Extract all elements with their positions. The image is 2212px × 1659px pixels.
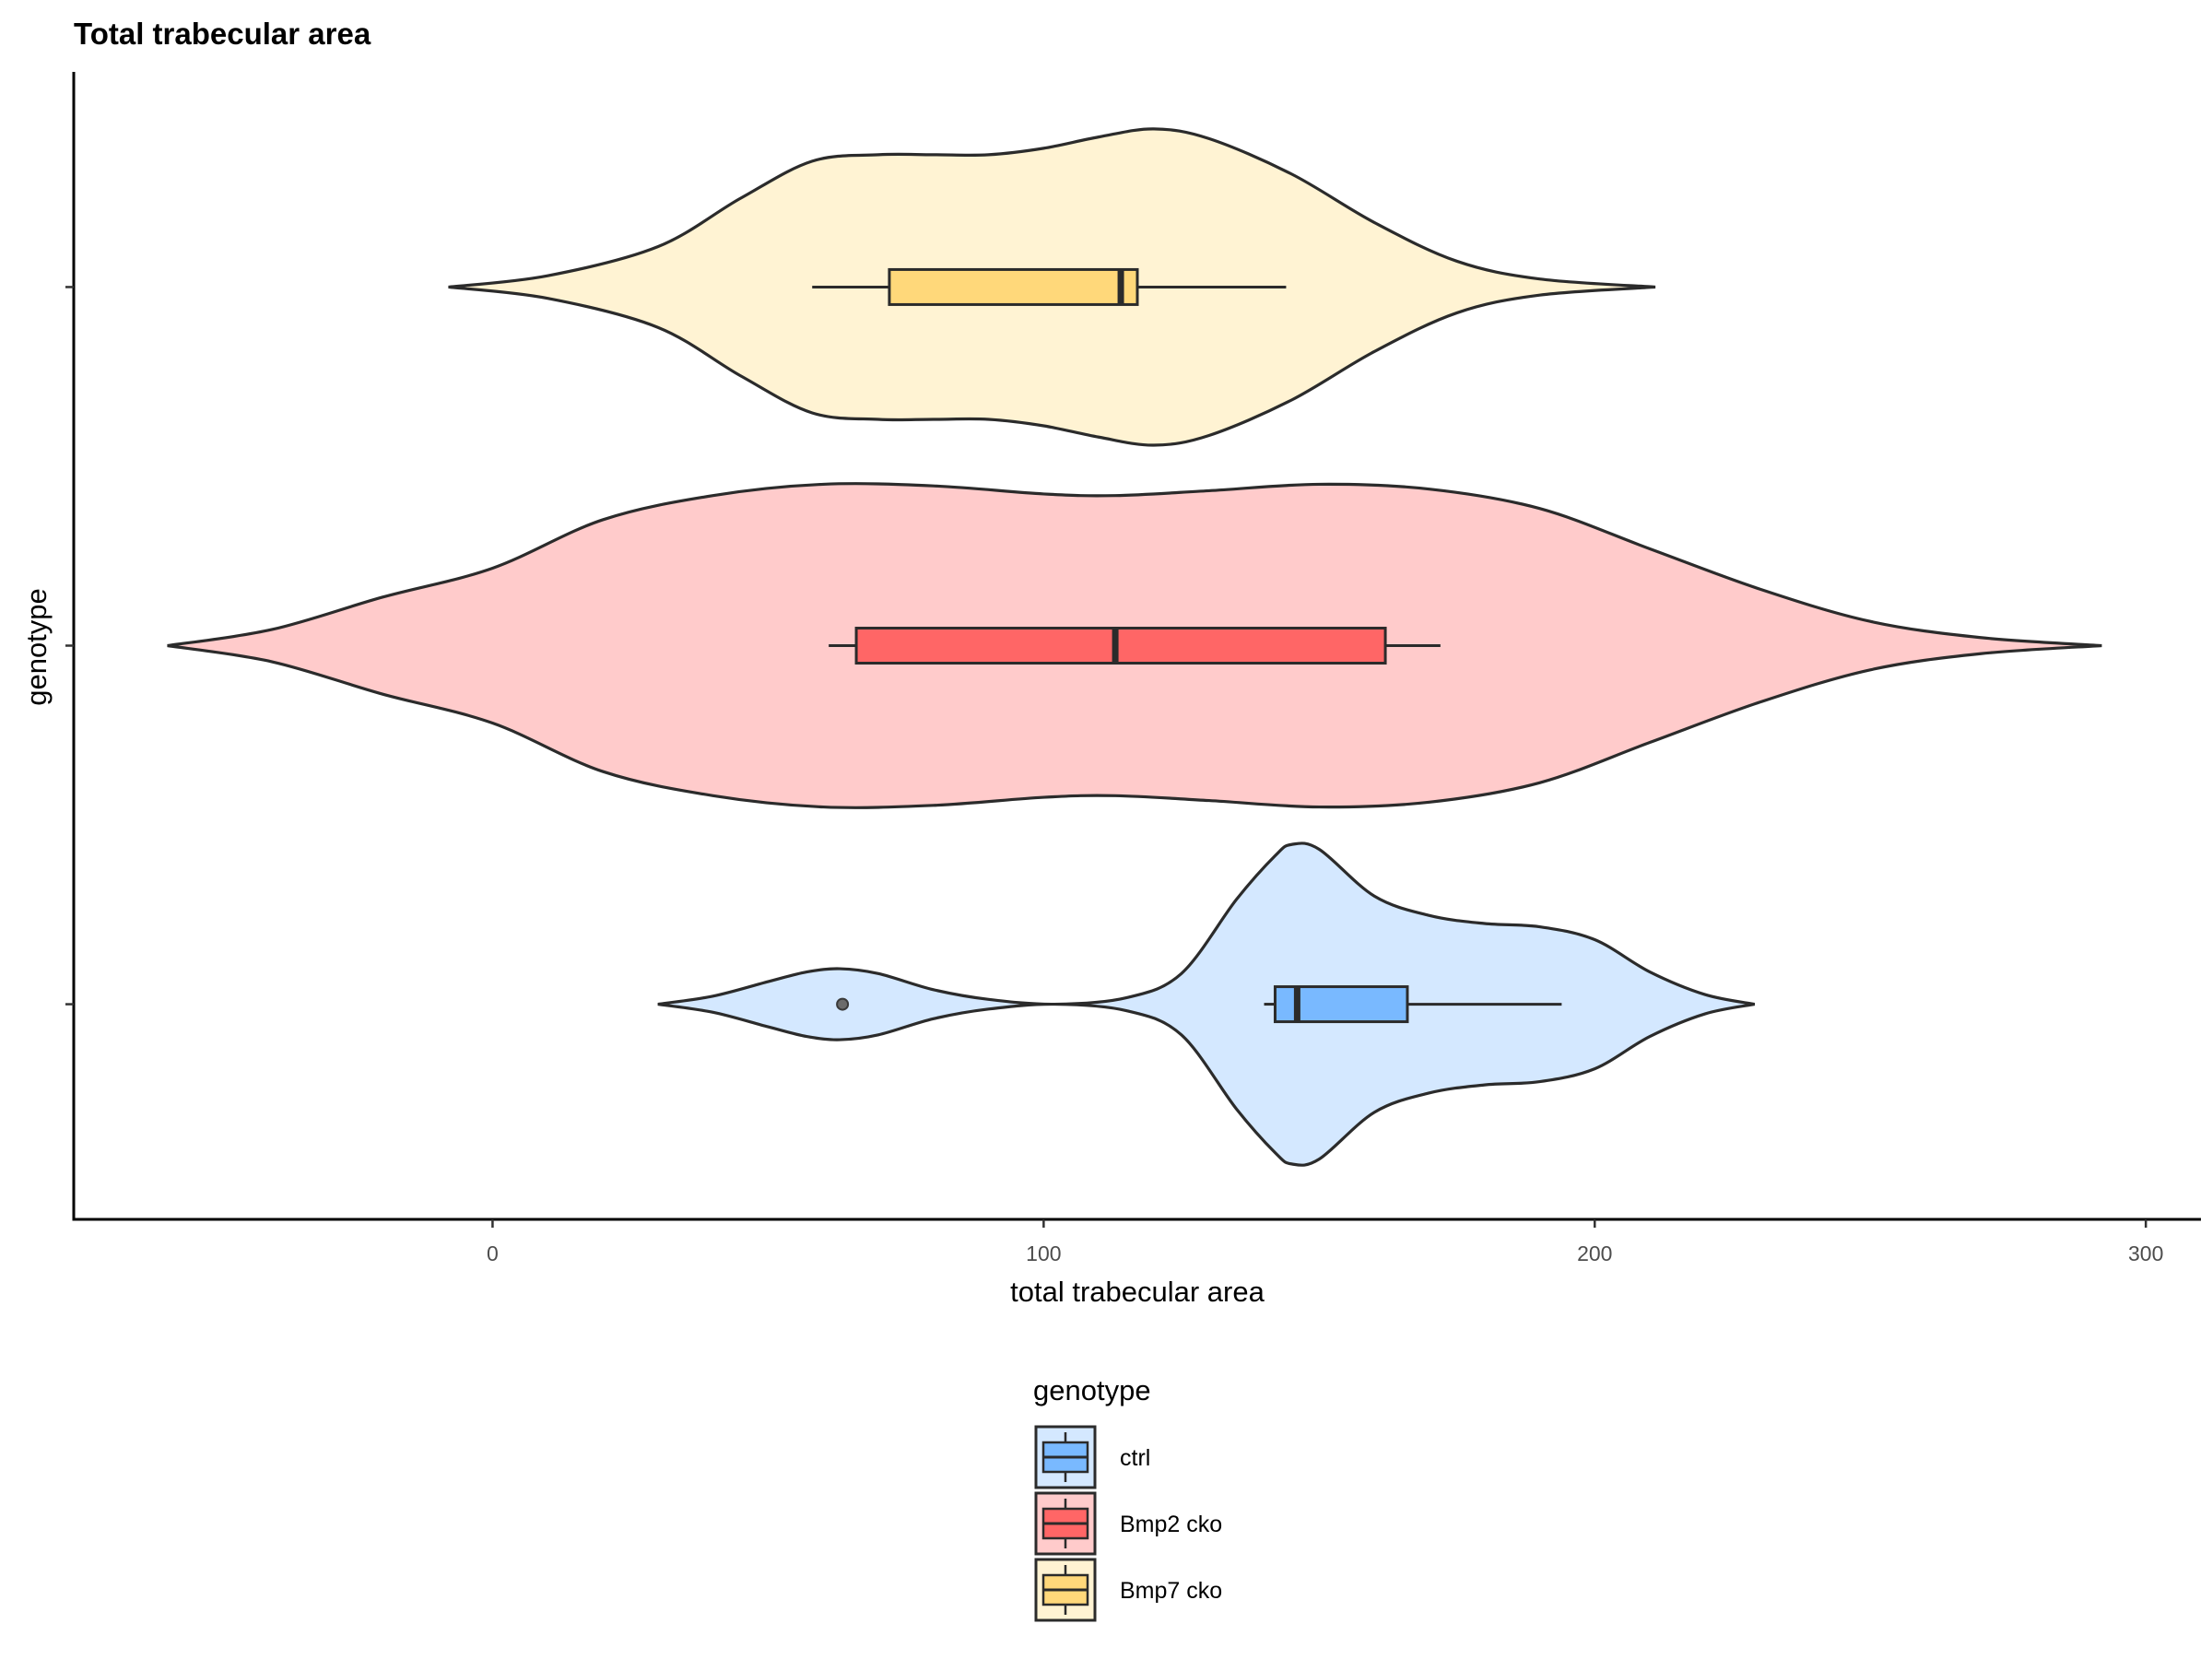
y-axis-ticks (65, 286, 74, 1006)
legend-item: ctrl (1034, 1425, 1150, 1489)
chart-title: Total trabecular area (74, 17, 371, 51)
violin-shape (657, 841, 1755, 1167)
legend: genotype ctrl Bmp2 cko Bmp7 cko (1033, 1374, 1222, 1622)
x-axis-ticks: 0 100 200 300 (487, 1219, 2163, 1265)
violin-group (448, 127, 1656, 447)
box (888, 267, 1139, 306)
legend-items: ctrl Bmp2 cko Bmp7 cko (1034, 1425, 1222, 1622)
y-axis-title: genotype (20, 588, 53, 706)
x-tick-label: 300 (2128, 1241, 2163, 1265)
outlier-point (836, 997, 850, 1011)
violin-group (657, 841, 1755, 1167)
legend-label: Bmp2 cko (1120, 1512, 1222, 1537)
legend-item: Bmp7 cko (1034, 1558, 1222, 1622)
legend-item: Bmp2 cko (1034, 1491, 1222, 1556)
x-tick-label: 200 (1577, 1241, 1612, 1265)
legend-label: ctrl (1120, 1445, 1150, 1471)
legend-label: Bmp7 cko (1120, 1578, 1222, 1604)
x-tick-label: 0 (487, 1241, 499, 1265)
box (854, 627, 1387, 665)
x-tick-label: 100 (1026, 1241, 1061, 1265)
legend-title: genotype (1033, 1374, 1151, 1406)
x-axis-title: total trabecular area (1010, 1276, 1265, 1308)
violin-layer (167, 127, 2102, 1167)
violin-group (167, 482, 2102, 809)
